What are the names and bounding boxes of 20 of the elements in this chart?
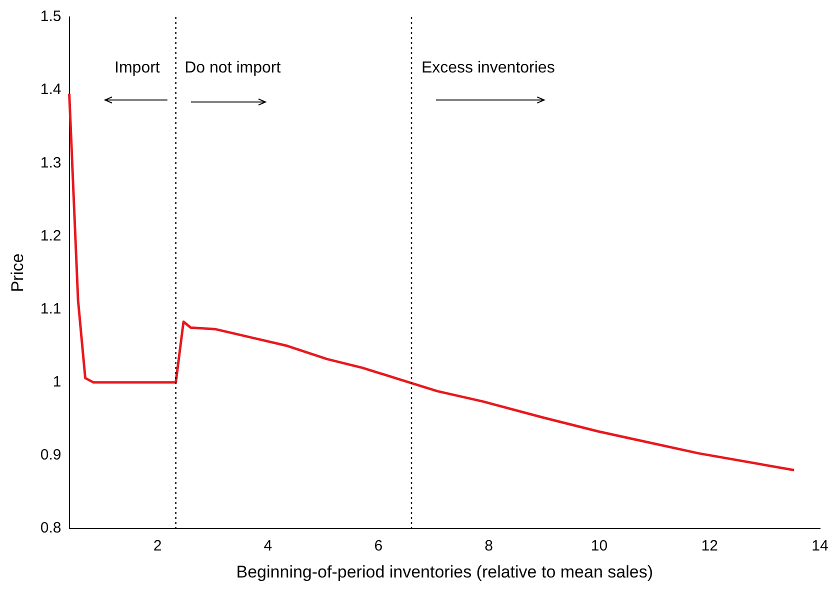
y-tick-label: 1.3 <box>40 154 62 172</box>
annotation: Do not import <box>184 60 282 77</box>
x-axis-title: Beginning-of-period inventories (relative to mean sales) <box>236 562 653 582</box>
x-tick-label: 10 <box>590 538 608 555</box>
annotation: Excess inventories <box>421 60 555 77</box>
y-tick-label: 0.8 <box>40 520 62 537</box>
y-tick-label: 1.2 <box>40 227 62 244</box>
x-tick-label: 8 <box>484 538 493 555</box>
annotation: Import <box>114 60 160 77</box>
y-tick-label: 1.4 <box>40 81 62 98</box>
x-tick-label: 14 <box>812 538 828 555</box>
y-tick-label: 0.9 <box>40 446 62 464</box>
x-tick-label: 4 <box>264 538 272 555</box>
x-tick-label: 2 <box>153 538 162 555</box>
y-tick-label: 1 <box>52 374 62 391</box>
y-axis-title: Price <box>8 253 27 292</box>
y-tick-label: 1.5 <box>40 8 62 26</box>
y-tick-label: 1.1 <box>40 300 62 318</box>
x-tick-label: 6 <box>374 538 383 555</box>
x-tick-label: 12 <box>701 538 718 555</box>
